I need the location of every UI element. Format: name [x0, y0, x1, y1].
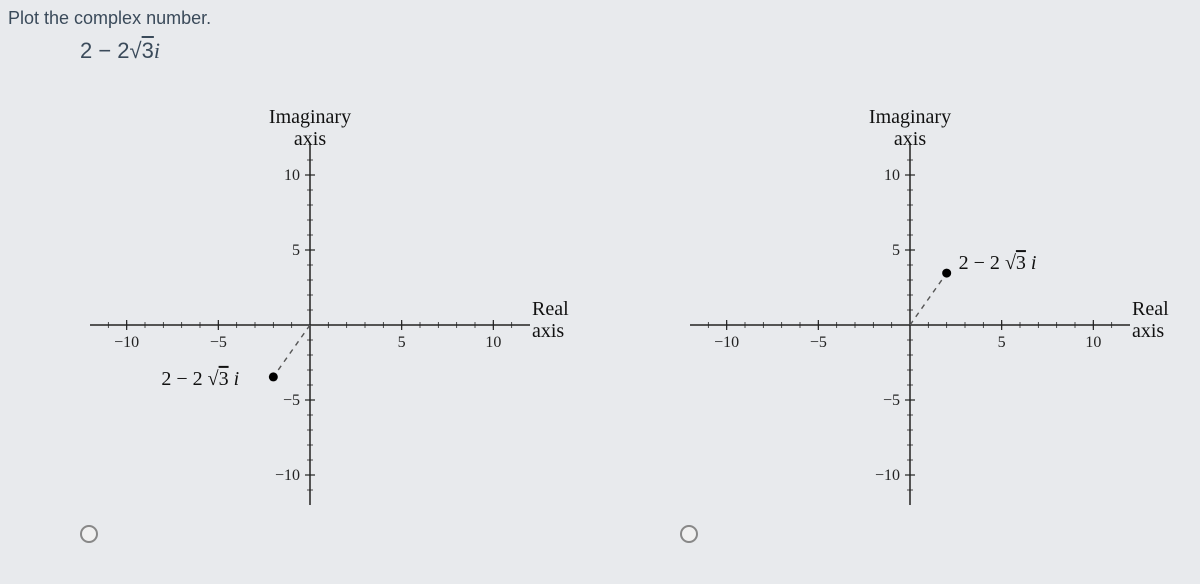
sqrt-symbol: √ [130, 38, 142, 63]
radio-option-2[interactable] [680, 525, 698, 543]
svg-text:−5: −5 [210, 334, 227, 351]
svg-text:5: 5 [998, 334, 1006, 351]
svg-text:5: 5 [292, 242, 300, 259]
svg-text:2 − 2 √3 i: 2 − 2 √3 i [161, 368, 239, 390]
complex-expression: 2 − 2√3i [80, 38, 160, 64]
svg-text:axis: axis [294, 128, 326, 150]
complex-plane-svg-1: −10−5510−10−5510ImaginaryaxisRealaxis2 −… [30, 85, 570, 525]
sqrt-radicand: 3 [142, 38, 154, 63]
svg-text:axis: axis [532, 320, 564, 342]
plots-row: −10−5510−10−5510ImaginaryaxisRealaxis2 −… [0, 85, 1200, 555]
svg-text:2 − 2 √3 i: 2 − 2 √3 i [959, 252, 1037, 274]
plot-option-1[interactable]: −10−5510−10−5510ImaginaryaxisRealaxis2 −… [30, 85, 570, 555]
svg-text:−10: −10 [114, 334, 139, 351]
prompt-text: Plot the complex number. [8, 8, 211, 29]
complex-plane-svg-2: −10−5510−10−5510ImaginaryaxisRealaxis2 −… [630, 85, 1170, 525]
svg-text:Real: Real [1132, 298, 1169, 320]
svg-text:−5: −5 [883, 392, 900, 409]
svg-text:5: 5 [892, 242, 900, 259]
svg-text:10: 10 [485, 334, 501, 351]
svg-text:axis: axis [894, 128, 926, 150]
expr-2: 2 − 2 [80, 38, 130, 63]
svg-text:10: 10 [284, 167, 300, 184]
plot-option-2[interactable]: −10−5510−10−5510ImaginaryaxisRealaxis2 −… [630, 85, 1170, 555]
svg-text:5: 5 [398, 334, 406, 351]
svg-text:axis: axis [1132, 320, 1164, 342]
svg-text:−10: −10 [875, 467, 900, 484]
imaginary-unit: i [154, 38, 160, 63]
svg-text:Imaginary: Imaginary [269, 106, 351, 128]
svg-text:Imaginary: Imaginary [869, 106, 951, 128]
svg-text:−5: −5 [283, 392, 300, 409]
svg-text:−10: −10 [714, 334, 739, 351]
radio-option-1[interactable] [80, 525, 98, 543]
svg-text:10: 10 [1085, 334, 1101, 351]
svg-text:Real: Real [532, 298, 569, 320]
svg-text:10: 10 [884, 167, 900, 184]
svg-text:−5: −5 [810, 334, 827, 351]
svg-text:−10: −10 [275, 467, 300, 484]
